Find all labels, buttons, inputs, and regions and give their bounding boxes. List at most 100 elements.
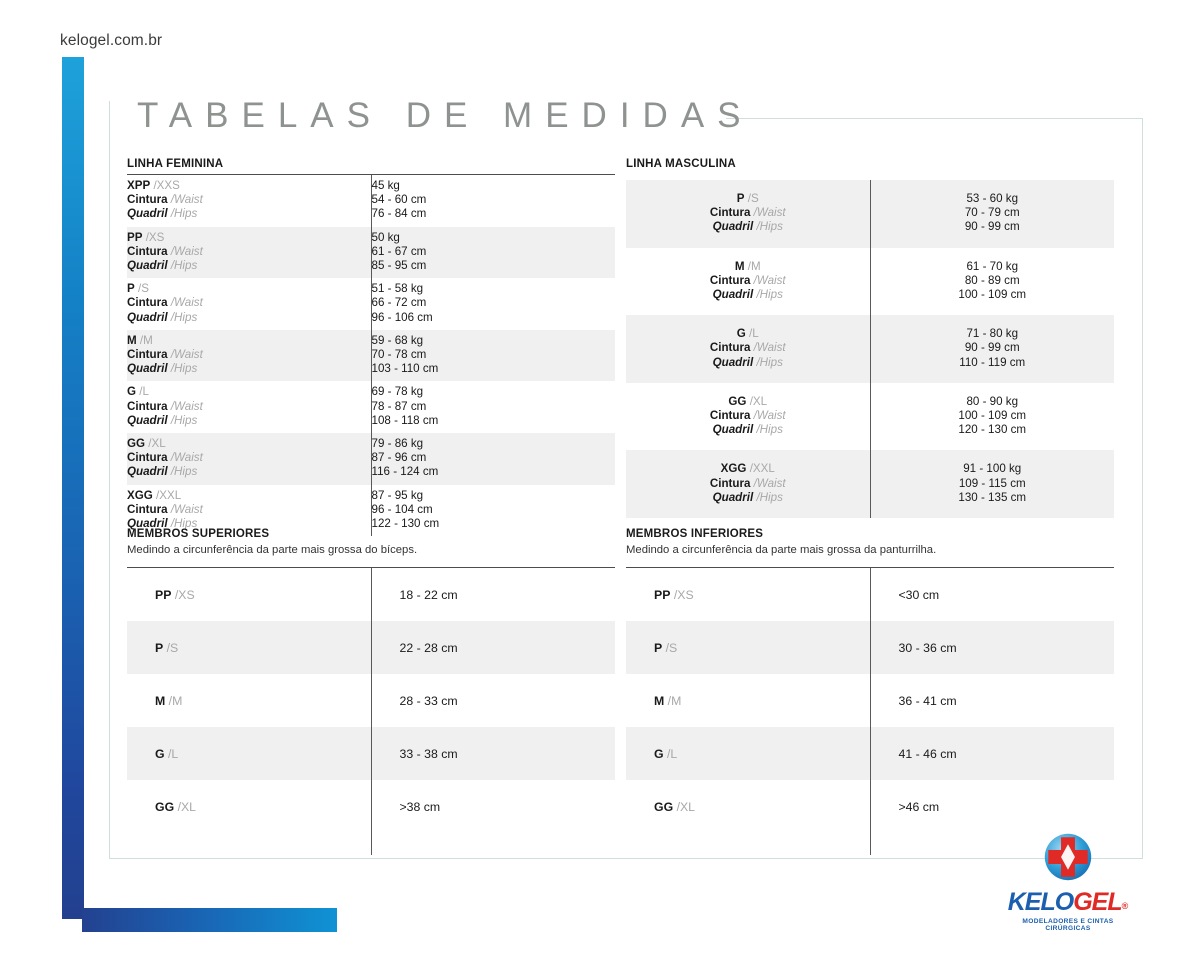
weight-value: 80 - 90 kg (966, 394, 1019, 408)
weight-value: 71 - 80 kg (966, 327, 1019, 341)
hips-value: 76 - 84 cm (371, 207, 427, 221)
limb-size-label-cell: G /L (127, 727, 371, 780)
male-size-table: P /S Cintura /Waist Quadril /Hips 53 - 60 k… (626, 180, 1114, 519)
size-code-line: P /S (736, 192, 759, 205)
hips-label-line: Quadril /Hips (712, 220, 783, 234)
logo-registered-mark: ® (1121, 901, 1129, 911)
size-label-cell: M /M Cintura /Waist Quadril /Hips (626, 248, 870, 316)
weight-value: 87 - 95 kg (371, 488, 424, 502)
weight-value: 51 - 58 kg (371, 282, 424, 296)
female-size-table: XPP /XXS Cintura /Waist Quadril /Hips 45 kg… (127, 175, 615, 537)
limb-size-label-cell: GG /XL (654, 799, 696, 814)
waist-value: 78 - 87 cm (371, 399, 427, 413)
logo-text-gel: GEL (1073, 888, 1122, 916)
hips-value: 120 - 130 cm (958, 423, 1027, 437)
upper-limbs-subtitle: Medindo a circunferência da parte mais g… (127, 544, 418, 556)
size-code-line: P /S (127, 282, 149, 296)
table-row: M /M Cintura /Waist Quadril /Hips 61 - 70 k… (626, 247, 1114, 316)
limb-measure-cell: 30 - 36 cm (869, 621, 1114, 674)
weight-value: 59 - 68 kg (371, 333, 424, 347)
waist-label-line: Cintura /Waist (127, 502, 203, 516)
kelogel-wordmark: KELOGEL® (1002, 888, 1134, 917)
hips-label-line: Quadril /Hips (127, 310, 198, 324)
hips-value: 130 - 135 cm (958, 490, 1027, 504)
waist-value: 96 - 104 cm (371, 502, 433, 516)
waist-value: 66 - 72 cm (371, 296, 427, 310)
weight-value: 69 - 78 kg (371, 385, 424, 399)
hips-label-line: Quadril /Hips (127, 362, 198, 376)
size-label-cell: P /S Cintura /Waist Quadril /Hips (626, 180, 870, 248)
waist-label-line: Cintura /Waist (709, 341, 786, 355)
hips-value: 96 - 106 cm (371, 310, 433, 324)
hips-value: 108 - 118 cm (371, 413, 439, 427)
size-values-cell: 59 - 68 kg 70 - 78 cm 103 - 110 cm (370, 329, 615, 382)
logo-text-kelo: KELO (1007, 888, 1074, 916)
lower-limbs-table: PP /XS <30 cm P /S 30 - 36 cm M /M 36 - 41 cm… (626, 568, 1114, 855)
hips-label-line: Quadril /Hips (712, 423, 783, 437)
upper-limbs-section: MEMBROS SUPERIORES Medindo a circunferên… (127, 528, 615, 855)
hips-value: 122 - 130 cm (371, 517, 440, 531)
size-values-cell: 80 - 90 kg 100 - 109 cm 120 - 130 cm (869, 382, 1114, 451)
lower-limbs-rule (626, 567, 1114, 568)
limb-size-label-cell: P /S (626, 621, 870, 674)
limb-size-label-cell: G /L (626, 727, 870, 780)
table-row: G /L 33 - 38 cm (127, 727, 615, 780)
table-row: M /M Cintura /Waist Quadril /Hips 59 - 68 k… (127, 329, 615, 382)
size-code-line: G /L (736, 327, 759, 341)
waist-label-line: Cintura /Waist (127, 348, 203, 362)
hips-label-line: Quadril /Hips (127, 517, 198, 531)
hips-value: 110 - 119 cm (959, 355, 1026, 369)
size-values-cell: 79 - 86 kg 87 - 96 cm 116 - 124 cm (370, 433, 615, 485)
content-frame-top-rule (726, 118, 1143, 119)
size-code-line: PP /XS (127, 230, 165, 244)
hips-value: 116 - 124 cm (371, 465, 439, 479)
size-code-line: G /L (127, 385, 149, 399)
weight-value: 91 - 100 kg (963, 462, 1022, 476)
waist-label-line: Cintura /Waist (127, 193, 203, 207)
weight-value: 50 kg (371, 230, 400, 244)
size-label-cell: PP /XS Cintura /Waist Quadril /Hips (127, 226, 371, 279)
weight-value: 61 - 70 kg (966, 259, 1019, 273)
size-label-cell: GG /XL Cintura /Waist Quadril /Hips (127, 433, 371, 485)
spacer-cell (370, 833, 615, 855)
size-code-line: GG /XL (728, 394, 768, 408)
waist-value: 70 - 79 cm (964, 206, 1020, 220)
male-size-section: LINHA MASCULINA P /S Cintura /Waist Quadri… (626, 158, 1114, 519)
limb-size-label-cell: PP /XS (155, 587, 195, 602)
hips-label-line: Quadril /Hips (712, 490, 783, 504)
size-code-line: GG /XL (127, 437, 166, 451)
female-heading-rule (127, 174, 615, 175)
size-values-cell: 71 - 80 kg 90 - 99 cm 110 - 119 cm (869, 315, 1114, 383)
limb-measure-cell: <30 cm (869, 568, 1114, 621)
limb-measure-cell: 22 - 28 cm (370, 621, 615, 674)
site-url: kelogel.com.br (60, 32, 163, 49)
bottom-accent-bar (82, 908, 337, 932)
table-row: P /S 22 - 28 cm (127, 621, 615, 674)
weight-value: 79 - 86 kg (371, 437, 424, 451)
size-label-cell: G /L Cintura /Waist Quadril /Hips (127, 381, 371, 433)
lower-limbs-heading: MEMBROS INFERIORES (626, 528, 764, 540)
hips-value: 103 - 110 cm (371, 362, 439, 376)
size-label-cell: XGG /XXL Cintura /Waist Quadril /Hips (626, 450, 870, 519)
waist-label-line: Cintura /Waist (709, 409, 786, 423)
size-values-cell: 61 - 70 kg 80 - 89 cm 100 - 109 cm (869, 247, 1114, 316)
waist-value: 80 - 89 cm (964, 273, 1020, 287)
waist-value: 70 - 78 cm (371, 348, 427, 362)
size-code-line: XGG /XXL (720, 462, 775, 476)
hips-label-line: Quadril /Hips (712, 288, 783, 302)
size-values-cell: 51 - 58 kg 66 - 72 cm 96 - 106 cm (370, 278, 615, 330)
table-row: G /L Cintura /Waist Quadril /Hips 69 - 78 k… (127, 381, 615, 434)
size-code-line: XPP /XXS (127, 179, 180, 192)
table-footer-spacer (127, 833, 615, 855)
table-row: GG /XL Cintura /Waist Quadril /Hips 79 - 86… (127, 433, 615, 485)
waist-label-line: Cintura /Waist (709, 206, 786, 220)
waist-value: 109 - 115 cm (958, 476, 1026, 490)
size-label-cell: G /L Cintura /Waist Quadril /Hips (626, 315, 870, 383)
female-size-section: LINHA FEMININA XPP /XXS Cintura /Waist Qua… (127, 158, 615, 537)
waist-label-line: Cintura /Waist (127, 244, 203, 258)
limb-measure-cell: >38 cm (370, 780, 615, 833)
limb-measure-cell: 33 - 38 cm (370, 727, 615, 780)
hips-label-line: Quadril /Hips (127, 259, 198, 273)
limb-measure-cell: 41 - 46 cm (869, 727, 1114, 780)
weight-value: 53 - 60 kg (966, 192, 1019, 205)
